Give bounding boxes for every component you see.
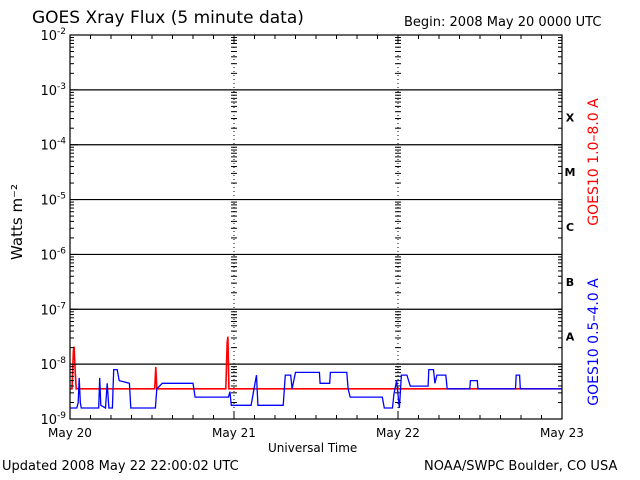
flare-class-label: A xyxy=(566,331,575,344)
x-tick-label: May 21 xyxy=(212,426,256,440)
plot-lines xyxy=(70,89,562,365)
axes xyxy=(69,34,563,420)
x-tick-label: May 20 xyxy=(48,426,92,440)
y-tick-label: 10-6 xyxy=(40,246,66,263)
series-line-0 xyxy=(70,336,562,390)
x-tick-label: May 22 xyxy=(376,426,420,440)
grid xyxy=(231,35,401,419)
flare-class-label: B xyxy=(566,276,574,289)
plot-frame xyxy=(69,34,563,420)
x-tick-label: May 23 xyxy=(540,426,584,440)
series-line-1 xyxy=(70,368,562,410)
y-tick-label: 10-9 xyxy=(40,411,66,428)
chart-title: GOES Xray Flux (5 minute data) xyxy=(32,8,304,28)
flare-class-label: X xyxy=(566,111,575,124)
updated-timestamp: Updated 2008 May 22 22:00:02 UTC xyxy=(2,459,239,474)
y-tick-label: 10-2 xyxy=(40,27,66,44)
series xyxy=(70,336,562,410)
begin-date-label: Begin: 2008 May 20 0000 UTC xyxy=(404,15,602,30)
y-axis-title: Watts m⁻² xyxy=(8,184,26,260)
y-tick-label: 10-8 xyxy=(40,356,66,373)
credit-label: NOAA/SWPC Boulder, CO USA xyxy=(424,459,618,474)
axis-labels: 10-9 10-8 10-7 10-6 10-5 10-4 10-3 10-2 May 20 Ma… xyxy=(40,27,583,440)
x-axis-title: Universal Time xyxy=(268,441,358,455)
y-tick-label: 10-5 xyxy=(40,192,66,209)
y-tick-label: 10-4 xyxy=(40,137,66,154)
legend-long-channel: GOES10 1.0–8.0 A xyxy=(586,98,602,226)
flare-class-label: M xyxy=(565,166,576,179)
legend-short-channel: GOES10 0.5–4.0 A xyxy=(586,278,602,406)
flare-class-label: C xyxy=(566,221,574,234)
y-tick-label: 10-3 xyxy=(40,82,66,99)
y-tick-label: 10-7 xyxy=(40,301,66,318)
